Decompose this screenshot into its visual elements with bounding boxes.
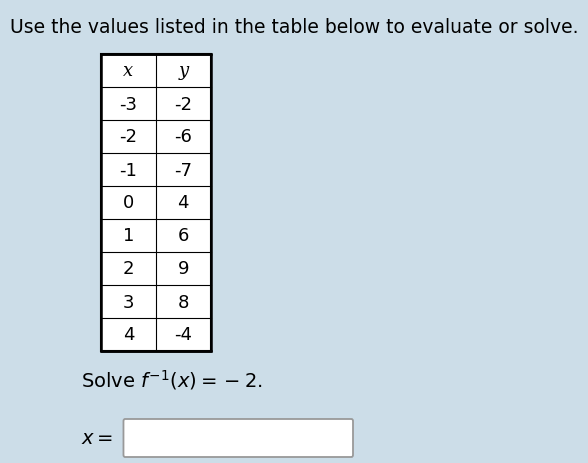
Text: -3: -3 <box>119 95 138 113</box>
Text: -2: -2 <box>174 95 192 113</box>
Text: x: x <box>123 63 133 80</box>
Text: Use the values listed in the table below to evaluate or solve.: Use the values listed in the table below… <box>10 18 578 37</box>
Text: y: y <box>178 63 188 80</box>
Text: 9: 9 <box>178 260 189 278</box>
Text: -1: -1 <box>119 161 137 179</box>
Text: -7: -7 <box>174 161 192 179</box>
Text: 8: 8 <box>178 293 189 311</box>
Text: -2: -2 <box>119 128 138 146</box>
Text: 2: 2 <box>122 260 134 278</box>
Text: 6: 6 <box>178 227 189 245</box>
Text: 1: 1 <box>123 227 134 245</box>
Text: -6: -6 <box>175 128 192 146</box>
Text: -4: -4 <box>174 326 192 344</box>
Text: $x =$: $x =$ <box>81 429 113 448</box>
FancyBboxPatch shape <box>101 55 211 351</box>
Text: 4: 4 <box>122 326 134 344</box>
Text: Solve $f^{-1}(x) = -2.$: Solve $f^{-1}(x) = -2.$ <box>81 367 262 391</box>
FancyBboxPatch shape <box>123 419 353 457</box>
Text: 4: 4 <box>178 194 189 212</box>
Text: 3: 3 <box>122 293 134 311</box>
Text: 0: 0 <box>123 194 134 212</box>
